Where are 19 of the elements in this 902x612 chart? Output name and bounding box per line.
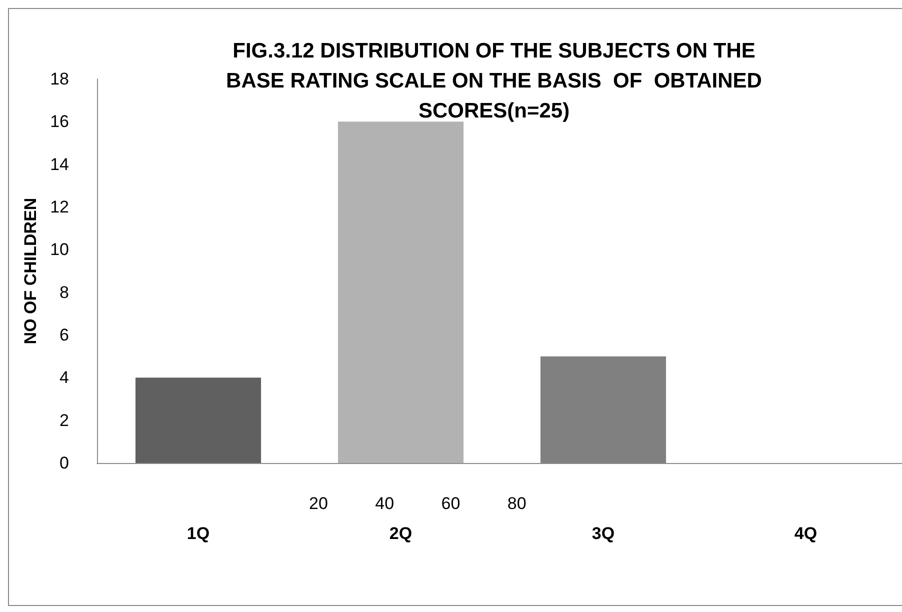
- x-tick-label: 3Q: [592, 524, 615, 543]
- y-tick-label: 0: [60, 454, 69, 472]
- y-tick-label: 12: [50, 198, 69, 216]
- y-tick-label: 18: [50, 70, 69, 88]
- y-tick-label: 14: [50, 154, 69, 174]
- y-tick-label: 4: [60, 368, 69, 388]
- y-tick-label: 2: [60, 410, 69, 430]
- y-tick-label: 16: [50, 112, 69, 132]
- chart-title: FIG.3.12 DISTRIBUTION OF THE SUBJECTS ON THE BASE RATING SCALE ON THE BASIS OF OBTAINED SCORES(n=25): [226, 40, 762, 122]
- bar: [338, 122, 464, 463]
- x-tick-label: 2Q: [389, 524, 412, 543]
- y-tick-label: 8: [60, 282, 69, 302]
- x-tick-label: 4Q: [794, 524, 818, 543]
- y-tick-label: 10: [50, 240, 69, 260]
- x-tick-label: 1Q: [186, 524, 210, 543]
- text: 20 40 60 80: [309, 494, 526, 513]
- y-tick-label: 6: [60, 326, 69, 344]
- bar: [135, 378, 262, 463]
- y-axis-title: NO OF CHILDREN: [21, 198, 40, 344]
